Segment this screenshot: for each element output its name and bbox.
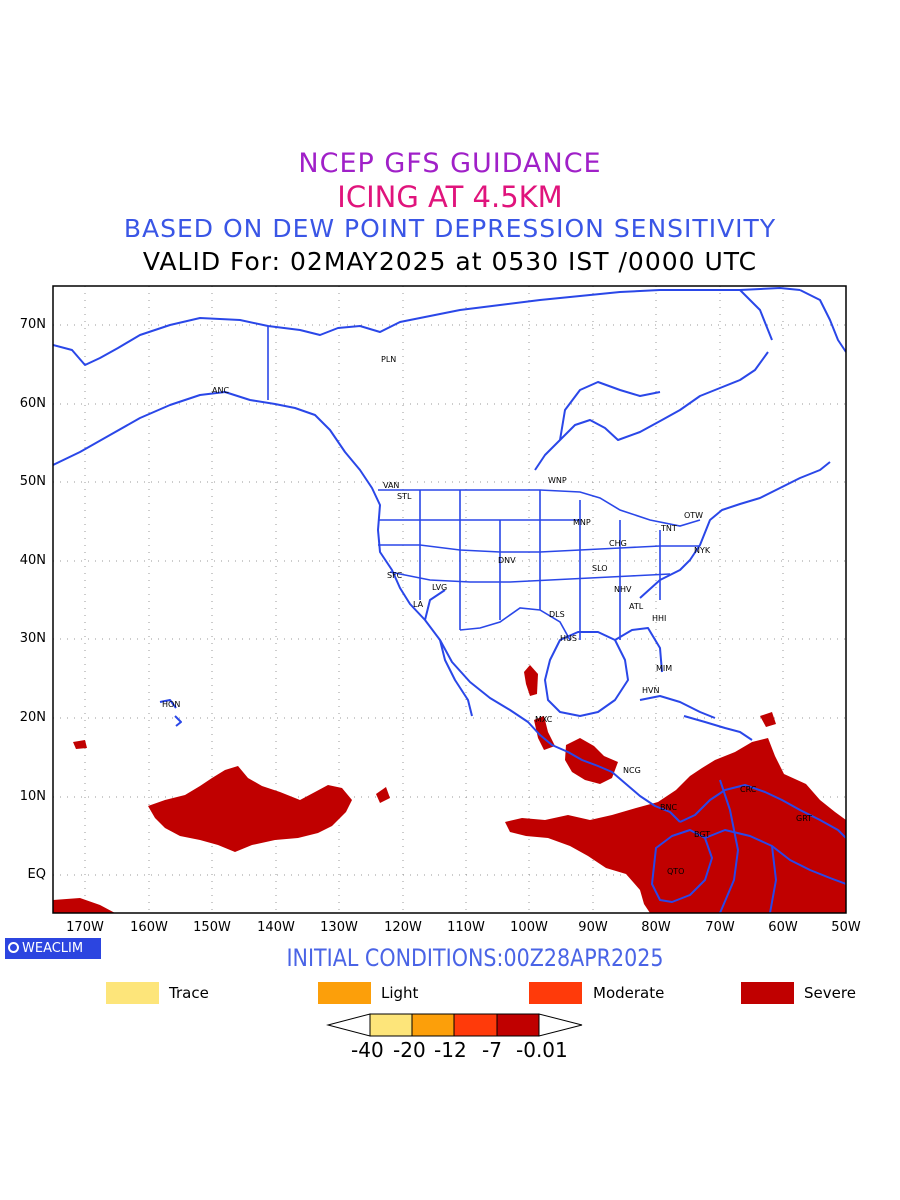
station-label: HHI [652, 614, 666, 623]
station-label: GRT [796, 814, 812, 823]
lon-label: 120W [384, 920, 422, 935]
severe-icing-areas [53, 665, 846, 913]
lat-label: 50N [19, 474, 46, 489]
station-label: DNV [498, 556, 516, 565]
station-label: CRC [740, 785, 757, 794]
station-label: MXC [535, 715, 553, 724]
lon-label: 150W [193, 920, 231, 935]
station-label: STL [397, 492, 412, 501]
station-label: MIM [656, 664, 672, 673]
station-label: SLO [592, 564, 608, 573]
lon-label: 60W [768, 920, 798, 935]
station-label: ATL [629, 602, 644, 611]
lat-label: 30N [19, 631, 46, 646]
station-label: HON [162, 700, 180, 709]
political-borders [267, 326, 701, 641]
lon-label: 170W [66, 920, 104, 935]
title-valid-time: VALID For: 02MAY2025 at 0530 IST /0000 U… [142, 247, 758, 276]
lat-label: 70N [19, 317, 46, 332]
lon-label: 70W [705, 920, 735, 935]
station-label: TNT [660, 524, 677, 533]
logo-ring-icon [8, 942, 19, 953]
lat-label: 10N [19, 789, 46, 804]
station-label: BGT [694, 830, 710, 839]
title-model: NCEP GFS GUIDANCE [298, 148, 602, 179]
lon-label: 90W [578, 920, 608, 935]
station-labels: PLN ANC VAN STL WNP MNP OTW TNT CHG NYK … [162, 355, 812, 876]
legend-label-trace: Trace [169, 984, 209, 1002]
lat-label: 60N [19, 396, 46, 411]
colorbar-label: -20 [393, 1038, 426, 1062]
legend-swatch-moderate [529, 982, 582, 1004]
legend-swatch-trace [106, 982, 159, 1004]
legend-swatch-light [318, 982, 371, 1004]
lon-label: 80W [641, 920, 671, 935]
weaclim-logo: WEACLIM [5, 938, 101, 959]
lon-label: 50W [831, 920, 861, 935]
lon-label: 140W [257, 920, 295, 935]
station-label: NYK [694, 546, 711, 555]
station-label: SFC [387, 571, 403, 580]
lon-label: 100W [510, 920, 548, 935]
colorbar-label: -0.01 [516, 1038, 568, 1062]
station-label: MNP [573, 518, 591, 527]
station-label: LA [413, 600, 424, 609]
logo-text: WEACLIM [22, 941, 84, 956]
colorbar-label: -7 [482, 1038, 502, 1062]
station-label: NHV [614, 585, 632, 594]
station-label: WNP [548, 476, 567, 485]
legend-label-light: Light [381, 984, 419, 1002]
title-method: BASED ON DEW POINT DEPRESSION SENSITIVIT… [123, 214, 777, 243]
station-label: QTO [667, 867, 684, 876]
station-label: VAN [383, 481, 399, 490]
lon-label: 130W [320, 920, 358, 935]
station-label: BNC [660, 803, 677, 812]
station-label: OTW [684, 511, 703, 520]
map-frame [52, 285, 847, 914]
station-label: DLS [549, 610, 565, 619]
legend-label-severe: Severe [804, 984, 856, 1002]
colorbar-label: -12 [434, 1038, 467, 1062]
station-label: NCG [623, 766, 641, 775]
lat-label: EQ [27, 867, 46, 882]
station-label: HVN [642, 686, 659, 695]
lat-label: 20N [19, 710, 46, 725]
lon-label: 110W [447, 920, 485, 935]
station-label: HUS [560, 634, 577, 643]
legend-swatch-severe [741, 982, 794, 1004]
legend-label-moderate: Moderate [593, 984, 665, 1002]
title-parameter: ICING AT 4.5KM [337, 180, 563, 214]
coastlines [53, 287, 846, 913]
station-label: ANC [212, 386, 229, 395]
lon-label: 160W [130, 920, 168, 935]
station-label: CHG [609, 539, 627, 548]
initial-conditions: INITIAL CONDITIONS:00Z28APR2025 [286, 944, 664, 972]
lat-label: 40N [19, 553, 46, 568]
colorbar-label: -40 [351, 1038, 384, 1062]
station-label: LVG [432, 583, 447, 592]
station-label: PLN [381, 355, 396, 364]
